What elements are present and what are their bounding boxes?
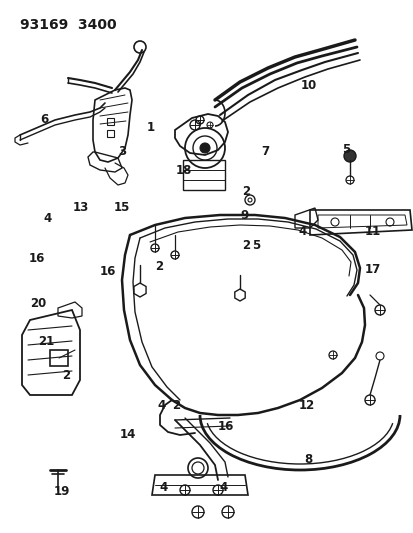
Text: 93169  3400: 93169 3400: [20, 18, 116, 32]
Text: 4: 4: [297, 225, 306, 238]
Text: 17: 17: [363, 263, 380, 276]
Circle shape: [343, 150, 355, 162]
Text: 4: 4: [157, 399, 165, 411]
Text: 2: 2: [242, 239, 250, 252]
Text: 7: 7: [260, 146, 268, 158]
Text: 13: 13: [72, 201, 89, 214]
Text: 10: 10: [299, 79, 316, 92]
Text: 12: 12: [297, 399, 314, 411]
Text: 4: 4: [159, 481, 167, 494]
Text: 16: 16: [29, 252, 45, 265]
Text: 19: 19: [54, 485, 70, 498]
Circle shape: [199, 143, 209, 153]
Text: 16: 16: [217, 420, 233, 433]
Text: 6: 6: [40, 114, 49, 126]
Text: 20: 20: [30, 297, 46, 310]
Text: 15: 15: [114, 201, 130, 214]
Text: 18: 18: [176, 164, 192, 177]
Text: 1: 1: [147, 122, 155, 134]
Text: 2: 2: [155, 260, 163, 273]
Text: 4: 4: [219, 481, 227, 494]
Text: 16: 16: [99, 265, 116, 278]
Text: 2: 2: [242, 185, 250, 198]
Text: 21: 21: [38, 335, 55, 348]
Text: 2: 2: [62, 369, 70, 382]
Text: 5: 5: [252, 239, 260, 252]
Text: 5: 5: [341, 143, 349, 156]
Text: 2: 2: [171, 399, 180, 411]
Text: 9: 9: [240, 209, 248, 222]
Text: 3: 3: [118, 146, 126, 158]
Text: 11: 11: [363, 225, 380, 238]
Text: 8: 8: [304, 453, 312, 466]
Text: 14: 14: [120, 428, 136, 441]
Text: 4: 4: [43, 212, 52, 225]
